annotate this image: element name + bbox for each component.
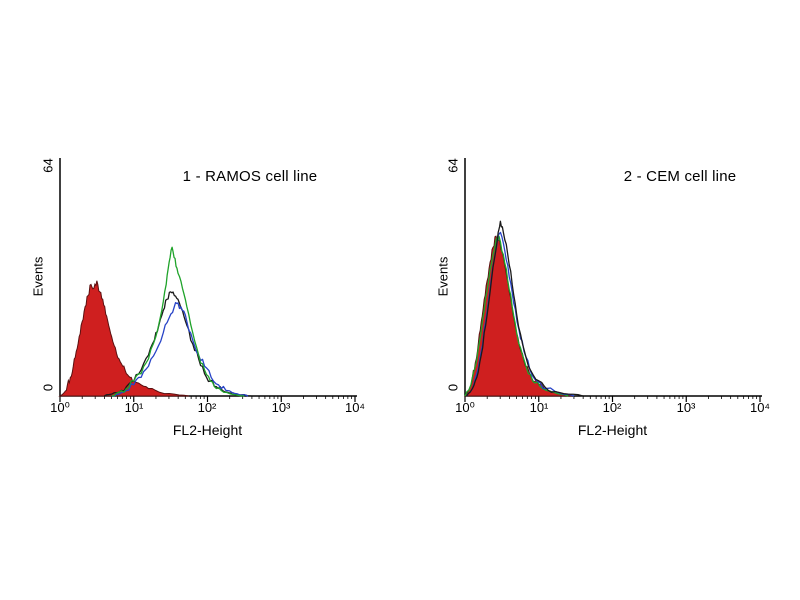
y-axis-title: Events (30, 256, 46, 297)
y-axis-max-label: 64 (445, 158, 461, 173)
histogram-plot-ramos (58, 158, 357, 402)
x-tick-label: 10³ (676, 400, 696, 415)
x-tick-label: 10² (197, 400, 217, 415)
y-axis-max-label: 64 (40, 158, 56, 173)
x-tick-label: 10⁴ (344, 400, 366, 415)
plot-title-cem: 2 - CEM cell line (623, 168, 737, 185)
x-tick-label: 10⁰ (50, 400, 70, 415)
x-axis-title: FL2-Height (172, 422, 243, 438)
histogram-panel-cem: 2 - CEM cell line 64 Events 0 10⁰ 10¹ 10… (435, 150, 800, 470)
x-tick-label: 10¹ (529, 400, 549, 415)
y-axis-min-label: 0 (445, 383, 461, 392)
y-axis-min-label: 0 (40, 383, 56, 392)
histogram-plot-cem (464, 158, 762, 402)
x-tick-label: 10¹ (124, 400, 144, 415)
x-tick-label: 10³ (271, 400, 291, 415)
x-tick-label: 10⁰ (455, 400, 475, 415)
histogram-panel-ramos: 1 - RAMOS cell line 64 Events 0 10⁰ 10¹ … (30, 150, 400, 470)
x-tick-label: 10⁴ (749, 400, 771, 415)
plot-title-ramos: 1 - RAMOS cell line (182, 168, 318, 185)
x-axis-title: FL2-Height (577, 422, 648, 438)
y-axis-title: Events (435, 256, 451, 297)
x-tick-label: 10² (602, 400, 622, 415)
